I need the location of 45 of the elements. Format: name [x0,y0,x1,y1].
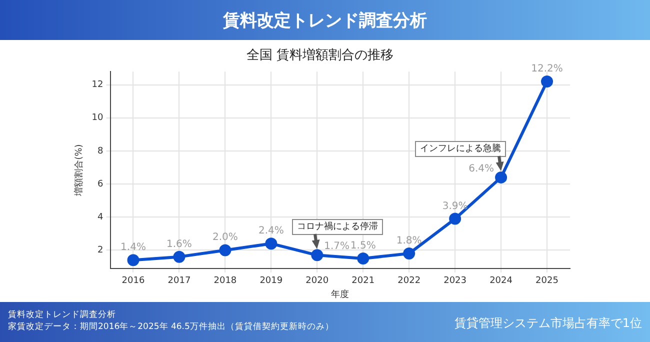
point [311,249,324,262]
data-label: 1.7% [324,241,350,252]
point [127,254,140,266]
x-tick-label: 2016 [122,276,145,286]
y-tick-label: 6 [98,179,104,190]
y-tick-label: 8 [98,146,104,156]
x-tick-label: 2017 [168,276,191,286]
data-label: 6.4% [468,163,494,174]
text: 家賃改定データ：期間2016年～2025年 46.5万件抽出（賃貸借契約更新時のみ） [8,321,334,333]
point [449,212,462,225]
y-axis-title: 増額割合(%) [74,144,85,197]
x-tick-label: 2019 [260,276,283,286]
y-tick-label: 4 [98,212,104,222]
point [541,76,554,88]
x-tick-label: 2022 [398,276,421,286]
y-tick-label: 12 [92,80,104,90]
data-label: 3.9% [442,200,468,212]
chart-subtitle: 全国 賃料増額割合の推移 [246,47,394,64]
x-tick-label: 2024 [490,276,513,286]
data-label: 1.8% [396,236,422,247]
x-axis-title: 年度 [331,288,350,300]
text: 賃料改定トレンド調査分析 [8,309,117,321]
x-tick-label: 2020 [306,276,329,286]
x-tick-label: 2025 [536,276,558,286]
data-label: 2.4% [258,226,284,237]
point [403,248,416,260]
point [173,250,186,263]
x-tick-label: 2023 [444,276,467,286]
data-label: 1.4% [120,242,146,254]
annotation: インフレによる急騰 [415,141,506,158]
x-tick-label: 2018 [214,276,237,286]
point [219,244,232,256]
data-label: 1.6% [166,238,192,250]
annotation: コロナ禍による停滞 [292,219,384,236]
x-tick-label: 2021 [352,276,375,286]
point [495,171,508,184]
text: 賃貸管理システム市場占有率で1位 [454,315,642,332]
data-label: 12.2% [531,64,563,75]
point [265,238,278,250]
y-tick-label: 2 [98,246,104,256]
point [357,252,370,264]
y-tick-label: 10 [92,113,104,124]
data-label: 2.0% [212,232,238,244]
chart-title: 賃料改定トレンド調査分析 [223,10,427,32]
data-label: 1.5% [350,240,376,252]
